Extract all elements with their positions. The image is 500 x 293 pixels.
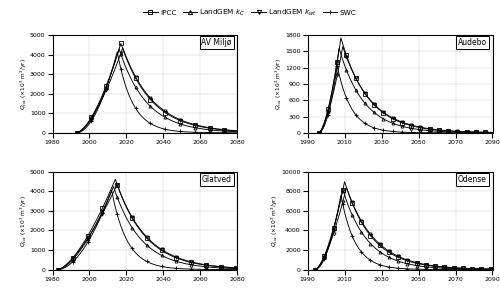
Y-axis label: $Q_{tot}$ (×10$^3$ m$^3$/yr): $Q_{tot}$ (×10$^3$ m$^3$/yr) — [18, 195, 28, 247]
Text: Audebo: Audebo — [458, 38, 487, 47]
Text: Odense: Odense — [458, 175, 487, 184]
Text: AV Miljø: AV Miljø — [202, 38, 232, 47]
Text: Glatved: Glatved — [202, 175, 232, 184]
Y-axis label: $Q_{tot}$ (×10$^3$ m$^3$/yr): $Q_{tot}$ (×10$^3$ m$^3$/yr) — [274, 58, 283, 110]
Legend: IPCC, LandGEM $k_C$, LandGEM $k_{wt}$, SWC: IPCC, LandGEM $k_C$, LandGEM $k_{wt}$, S… — [140, 5, 360, 21]
Y-axis label: $Q_{tot}$ (×10$^3$ m$^3$/yr): $Q_{tot}$ (×10$^3$ m$^3$/yr) — [18, 58, 28, 110]
Y-axis label: $Q_{tot}$ (×10$^3$ m$^3$/yr): $Q_{tot}$ (×10$^3$ m$^3$/yr) — [270, 195, 280, 247]
